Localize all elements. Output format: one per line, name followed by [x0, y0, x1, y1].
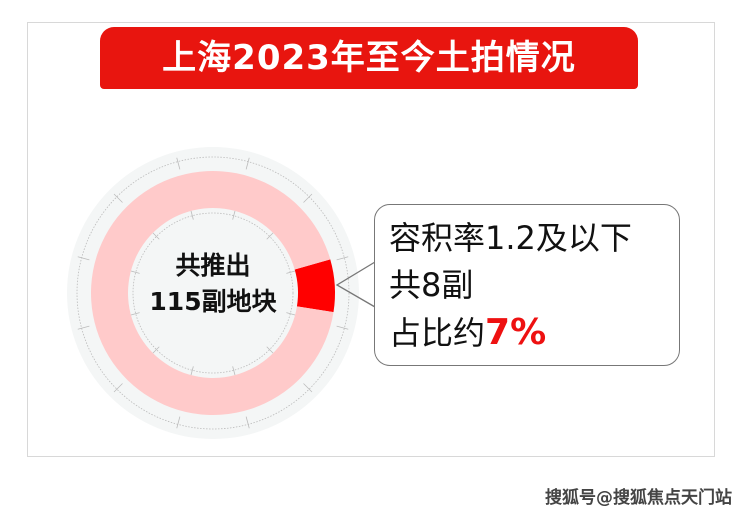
center-line-1: 共推出	[175, 251, 251, 280]
callout-line-1: 容积率1.2及以下	[389, 219, 632, 257]
ring-tick	[245, 157, 250, 170]
donut-slice-0	[294, 259, 335, 313]
ring-tick	[190, 366, 194, 376]
ring-tick	[303, 193, 313, 203]
donut-center-label: 共推出 115副地块	[113, 248, 313, 320]
page-title: 上海2023年至今土拍情况	[100, 27, 638, 89]
ring-tick	[286, 312, 296, 316]
ring-tick	[77, 256, 90, 261]
callout-pointer	[335, 261, 376, 308]
ring-tick	[336, 325, 349, 330]
ring-tick	[130, 270, 140, 274]
ring-tick	[266, 232, 274, 240]
ring-tick	[113, 383, 123, 393]
callout-line-2: 共8副	[389, 266, 474, 304]
outer-dotted-ring	[76, 156, 350, 430]
callout-line-3: 占比约7%	[389, 309, 679, 357]
ring-tick	[176, 416, 181, 429]
ring-tick	[152, 232, 160, 240]
ring-tick	[176, 157, 181, 170]
ring-tick	[152, 346, 160, 354]
inner-dotted-ring	[132, 212, 294, 374]
center-line-2: 115副地块	[149, 287, 277, 316]
ring-tick	[232, 210, 236, 220]
callout-prefix: 占比约	[389, 314, 486, 352]
watermark: 搜狐号@搜狐焦点天门站	[545, 488, 732, 508]
ring-tick	[303, 383, 313, 393]
ring-tick	[113, 193, 123, 203]
ring-tick	[336, 256, 349, 261]
callout-percent: 7%	[485, 312, 547, 353]
ring-tick	[232, 366, 236, 376]
donut-slice-1	[91, 171, 334, 416]
callout-box: 容积率1.2及以下 共8副 占比约7%	[374, 204, 680, 366]
ring-tick	[77, 325, 90, 330]
ring-tick	[245, 416, 250, 429]
ring-tick	[130, 312, 140, 316]
ring-tick	[286, 270, 296, 274]
ring-tick	[190, 210, 194, 220]
ring-tick	[266, 346, 274, 354]
